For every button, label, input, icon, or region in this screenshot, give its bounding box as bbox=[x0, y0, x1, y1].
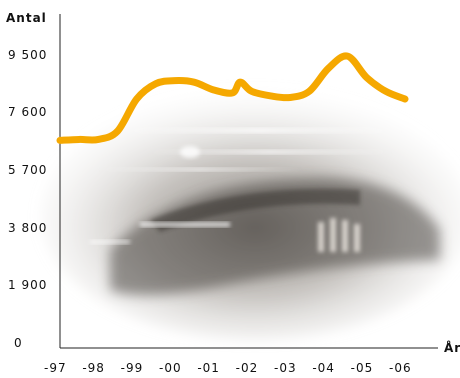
x-axis-title: År bbox=[444, 340, 460, 355]
x-tick-label: -97 bbox=[44, 361, 67, 375]
x-tick-label: -99 bbox=[121, 361, 144, 375]
x-tick-label: -06 bbox=[389, 361, 412, 375]
series-layer bbox=[56, 52, 409, 144]
x-tick-label: -01 bbox=[197, 361, 220, 375]
x-tick-labels: -97 -98 -99 -00 -01 -02 -03 -04 -05 -06 bbox=[44, 361, 412, 375]
x-tick-label: -04 bbox=[312, 361, 335, 375]
x-tick-label: -05 bbox=[351, 361, 374, 375]
x-tick-label: -03 bbox=[274, 361, 297, 375]
y-tick-label: 0 bbox=[14, 336, 23, 350]
y-tick-label: 7 600 bbox=[8, 105, 47, 119]
y-tick-label: 5 700 bbox=[8, 163, 47, 177]
series-line bbox=[56, 52, 409, 144]
y-tick-label: 3 800 bbox=[8, 221, 47, 235]
y-tick-label: 1 900 bbox=[8, 278, 47, 292]
x-tick-label: -02 bbox=[236, 361, 259, 375]
y-axis-title: Antal bbox=[6, 11, 47, 25]
y-tick-labels: 0 1 900 3 800 5 700 7 600 9 500 bbox=[8, 48, 47, 350]
y-tick-label: 9 500 bbox=[8, 48, 47, 62]
x-tick-label: -00 bbox=[159, 361, 182, 375]
background-photo bbox=[40, 90, 460, 340]
x-tick-label: -98 bbox=[82, 361, 105, 375]
